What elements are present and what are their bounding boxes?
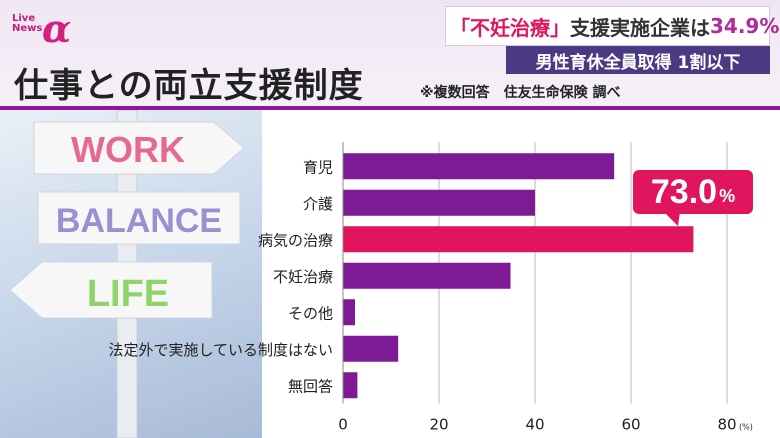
category-label: 不妊治療 <box>273 268 333 286</box>
category-label: 育児 <box>303 158 333 176</box>
x-tick-label: 20 <box>429 416 448 434</box>
highlight-value-callout: 73.0 % <box>633 170 753 214</box>
bar-5 <box>343 335 399 362</box>
category-label: 法定外で実施している制度はない <box>108 341 333 359</box>
headline-part1: 「不妊治療」 <box>450 15 570 40</box>
x-tick-label: 0 <box>338 416 348 434</box>
bar-1 <box>343 189 535 216</box>
category-label: 介護 <box>303 195 333 213</box>
callout-pointer <box>664 212 680 226</box>
category-label: 病気の治療 <box>258 231 333 249</box>
bar-6 <box>343 372 358 399</box>
live-news-alpha-logo: Live News α <box>12 6 82 51</box>
headline-banner: 「不妊治療」 支援実施企業は 34.9% <box>445 6 779 46</box>
callout-unit: % <box>719 185 736 206</box>
logo-alpha-glyph: α <box>42 6 72 51</box>
source-note: ※複数回答 住友生命保険 調べ <box>420 85 621 101</box>
headline-part2: 支援実施企業は <box>570 15 710 40</box>
x-tick-label: 60 <box>621 416 640 434</box>
bar-4 <box>343 299 355 326</box>
sign-life-text: LIFE <box>87 273 169 315</box>
chart-title: 仕事との両立支援制度 <box>14 66 364 106</box>
logo-live-news-text: Live News <box>12 13 43 34</box>
x-axis-unit: (%) <box>739 423 753 432</box>
work-life-balance-signpost-illustration: WORK BALANCE LIFE <box>0 109 262 438</box>
bar-chart: 0 20 40 60 80 (%) 育児介護病気の治療不妊治療その他法定外で実施している制度… <box>108 110 780 438</box>
bar-3 <box>343 262 511 289</box>
category-label: 無回答 <box>288 377 333 395</box>
x-tick-label: 40 <box>525 416 544 434</box>
sign-balance-text: BALANCE <box>56 202 222 240</box>
subheadline-banner: 男性育休全員取得 1割以下 <box>506 46 770 74</box>
x-tick-label: 80 <box>717 416 736 434</box>
headline-value: 34.9% <box>710 14 780 38</box>
title-divider <box>0 106 780 110</box>
category-label: その他 <box>288 304 333 322</box>
sign-work-text: WORK <box>71 129 185 170</box>
callout-value: 73.0 <box>650 172 718 211</box>
bar-0 <box>343 153 615 180</box>
bar-2 <box>343 226 694 253</box>
